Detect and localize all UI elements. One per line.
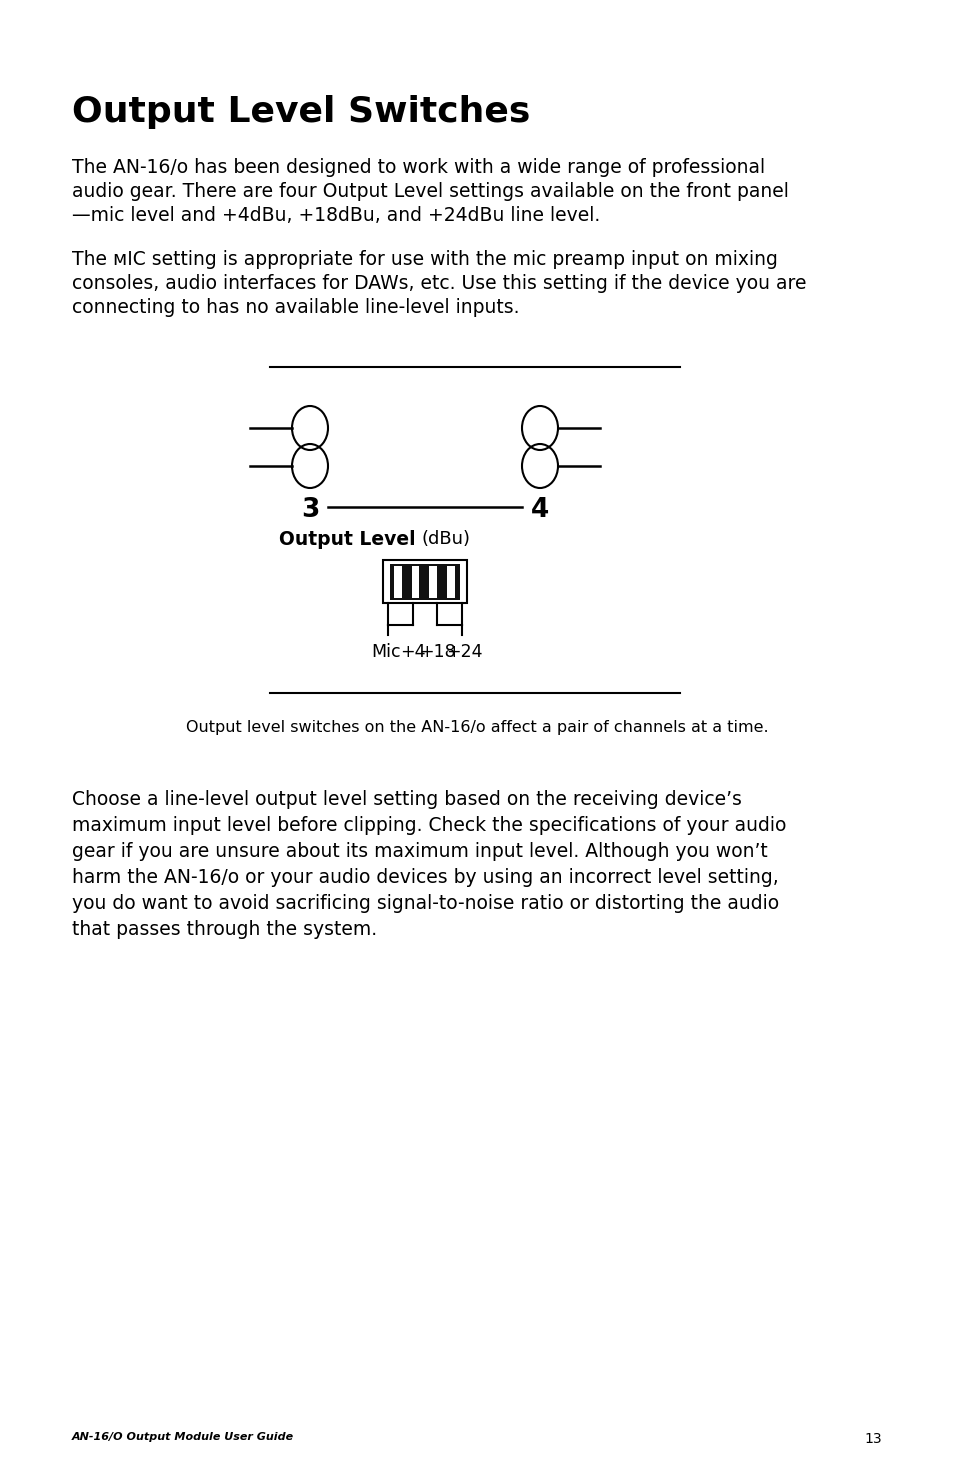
Text: +4: +4 (399, 643, 425, 661)
Text: +24: +24 (445, 643, 482, 661)
Text: AN-16/O Output Module User Guide: AN-16/O Output Module User Guide (71, 1432, 294, 1443)
Bar (382, 560, 467, 603)
Bar (412, 566, 418, 597)
Text: maximum input level before clipping. Check the specifications of your audio: maximum input level before clipping. Che… (71, 816, 785, 835)
Text: —mic level and +4dBu, +18dBu, and +24dBu line level.: —mic level and +4dBu, +18dBu, and +24dBu… (71, 207, 599, 226)
Text: Choose a line-level output level setting based on the receiving device’s: Choose a line-level output level setting… (71, 791, 741, 808)
Text: harm the AN-16/o or your audio devices by using an incorrect level setting,: harm the AN-16/o or your audio devices b… (71, 867, 778, 886)
Text: 4: 4 (530, 497, 549, 524)
Text: Output level switches on the AN-16/o affect a pair of channels at a time.: Output level switches on the AN-16/o aff… (186, 720, 767, 735)
Text: (dBu): (dBu) (421, 530, 471, 549)
Bar (429, 566, 436, 597)
Text: Output Level: Output Level (278, 530, 421, 549)
Text: 13: 13 (863, 1432, 882, 1446)
Text: consoles, audio interfaces for DAWs, etc. Use this setting if the device you are: consoles, audio interfaces for DAWs, etc… (71, 274, 805, 294)
Text: +18: +18 (418, 643, 456, 661)
Text: audio gear. There are four Output Level settings available on the front panel: audio gear. There are four Output Level … (71, 181, 788, 201)
Bar (390, 563, 459, 600)
Text: connecting to has no available line-level inputs.: connecting to has no available line-leve… (71, 298, 519, 317)
Text: The ᴍIC setting is appropriate for use with the mic preamp input on mixing: The ᴍIC setting is appropriate for use w… (71, 249, 777, 268)
Text: 3: 3 (300, 497, 319, 524)
Text: Output Level Switches: Output Level Switches (71, 94, 530, 128)
Text: gear if you are unsure about its maximum input level. Although you won’t: gear if you are unsure about its maximum… (71, 842, 767, 861)
Text: The AN-16/o has been designed to work with a wide range of professional: The AN-16/o has been designed to work wi… (71, 158, 764, 177)
Bar (447, 566, 455, 597)
Text: Mic: Mic (371, 643, 400, 661)
Text: that passes through the system.: that passes through the system. (71, 920, 376, 940)
Text: you do want to avoid sacrificing signal-to-noise ratio or distorting the audio: you do want to avoid sacrificing signal-… (71, 894, 779, 913)
Bar (394, 566, 401, 597)
